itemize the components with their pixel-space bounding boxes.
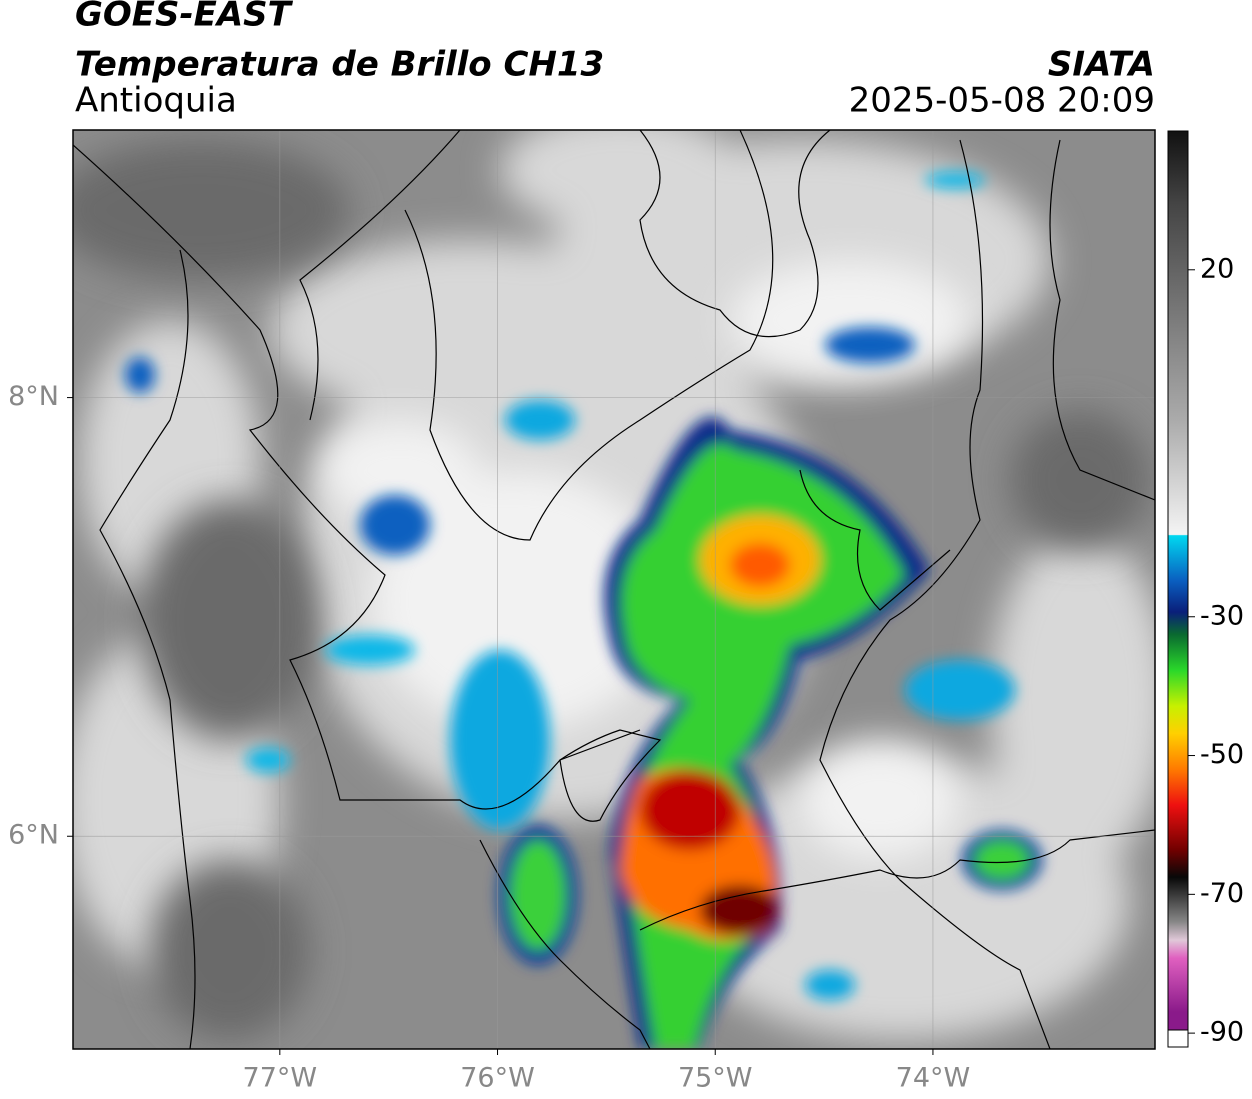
colorbar-tick-label: -30 (1200, 600, 1244, 631)
title: GOES-EAST (75, 0, 294, 35)
y-tick-label: 8°N (8, 381, 59, 412)
satellite-image (73, 130, 1155, 1049)
datetime: 2025-05-08 20:09 (849, 81, 1155, 121)
colorbar-extension (1167, 1029, 1189, 1048)
source: SIATA (1048, 45, 1155, 85)
x-tick-label: 74°W (896, 1063, 971, 1094)
colorbar (1168, 131, 1188, 1030)
map-frame (72, 129, 1156, 1050)
subtitle: Temperatura de Brillo CH13 (75, 45, 604, 85)
region: Antioquia (75, 81, 237, 121)
x-tick-label: 77°W (243, 1063, 318, 1094)
x-tick-label: 76°W (460, 1063, 535, 1094)
colorbar-tick-label: -90 (1200, 1017, 1244, 1048)
colorbar-frame (1167, 130, 1189, 1048)
grid (73, 130, 1155, 1049)
colorbar-tick-label: 20 (1200, 253, 1234, 284)
y-tick-label: 6°N (8, 820, 59, 851)
colorbar-tick-label: -70 (1200, 878, 1244, 909)
colorbar-tick-label: -50 (1200, 739, 1244, 770)
x-tick-label: 75°W (678, 1063, 753, 1094)
